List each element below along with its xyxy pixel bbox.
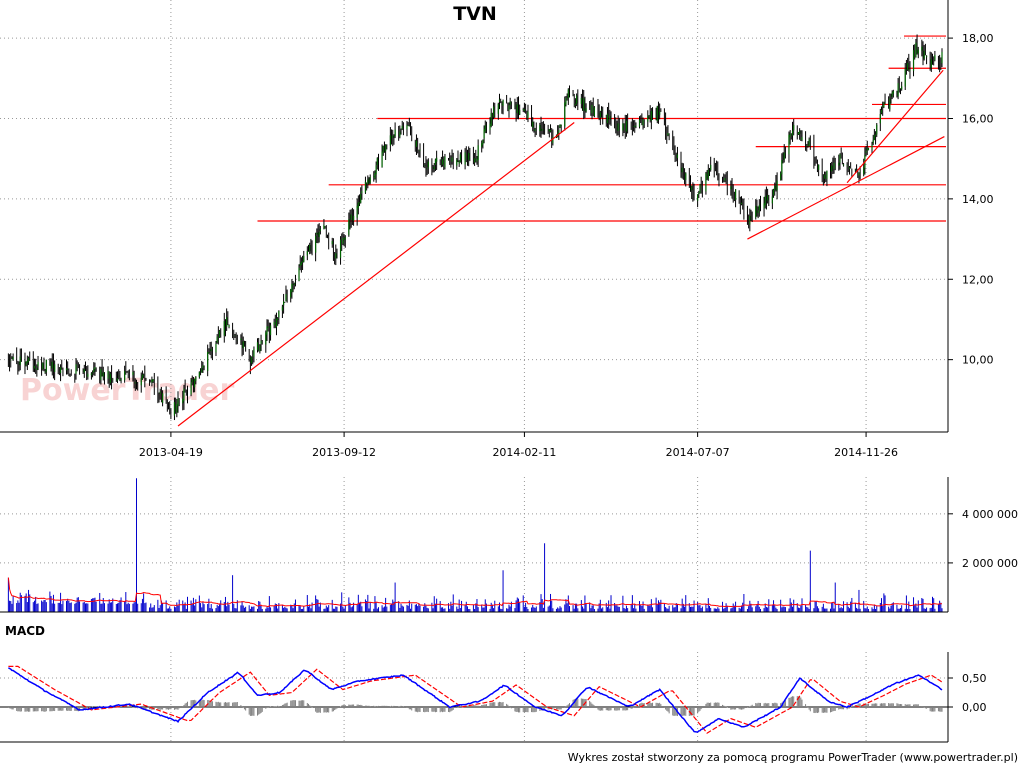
volume-grid: [0, 477, 948, 612]
price-grid: [0, 0, 948, 432]
x-tick-label: 2013-09-12: [312, 446, 376, 459]
x-tick-label: 2014-11-26: [834, 446, 898, 459]
macd-title: MACD: [5, 624, 45, 638]
volume-y-tick-label: 4 000 000: [962, 508, 1018, 521]
y-tick-label: 14,00: [962, 193, 994, 206]
macd-histogram: [7, 696, 943, 717]
y-tick-label: 10,00: [962, 354, 994, 367]
trend-lines: [177, 69, 945, 427]
y-tick-label: 16,00: [962, 112, 994, 125]
macd-line: [8, 667, 943, 733]
volume-y-tick-label: 2 000 000: [962, 557, 1018, 570]
price-y-ticks: 10,00 12,00 14,00 16,00 18,00: [948, 32, 994, 367]
trend-line: [846, 69, 944, 184]
macd-y-tick-label: 0,50: [962, 672, 987, 685]
macd-y-ticks: 0,00 0,50: [948, 672, 987, 714]
volume-y-ticks: 2 000 000 4 000 000: [948, 508, 1018, 570]
trend-line: [747, 136, 945, 240]
x-tick-label: 2014-07-07: [666, 446, 730, 459]
x-tick-label: 2014-02-11: [492, 446, 556, 459]
watermark: PowerTrader: [20, 373, 234, 408]
x-tick-label: 2013-04-19: [139, 446, 203, 459]
price-x-ticks: 2013-04-19 2013-09-12 2014-02-11 2014-07-07…: [139, 432, 898, 459]
support-resistance-lines: [257, 35, 946, 222]
macd-grid: [0, 652, 948, 742]
trend-line: [177, 122, 575, 427]
footer-credit: Wykres został stworzony za pomocą progra…: [568, 751, 1018, 764]
y-tick-label: 18,00: [962, 32, 994, 45]
volume-average-line: [7, 577, 942, 608]
chart-title: TVN: [453, 3, 497, 25]
price-candles: [7, 34, 943, 421]
y-tick-label: 12,00: [962, 273, 994, 286]
volume-bars: [7, 478, 943, 612]
macd-y-tick-label: 0,00: [962, 701, 987, 714]
